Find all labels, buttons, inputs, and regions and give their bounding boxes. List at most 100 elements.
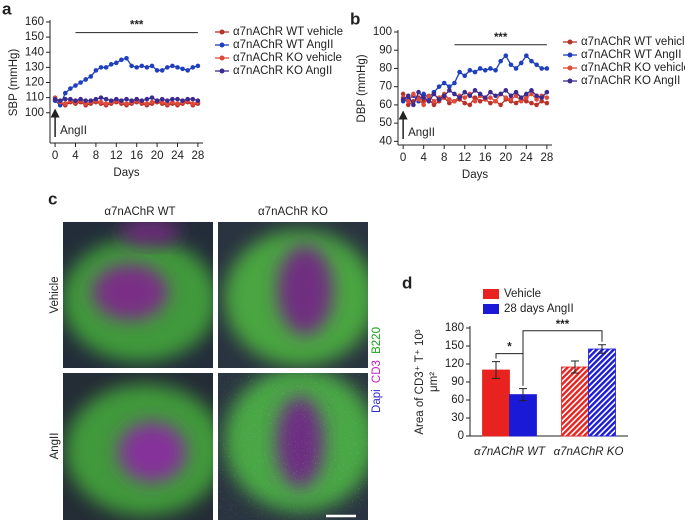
data-point xyxy=(539,98,545,104)
data-point xyxy=(447,88,452,93)
panel-label: d xyxy=(402,273,412,292)
legend-marker xyxy=(567,52,573,58)
legend-label: α7nAChR WT vehicle xyxy=(233,26,343,38)
data-point xyxy=(452,80,457,86)
x-tick-label: 24 xyxy=(171,150,184,162)
x-tick-label: α7nAChR KO xyxy=(554,446,624,458)
column-label: α7nAChR KO xyxy=(258,206,328,218)
data-point xyxy=(544,100,550,106)
data-point xyxy=(503,88,509,93)
data-point xyxy=(175,96,180,102)
data-point xyxy=(441,93,447,99)
data-point xyxy=(467,67,473,73)
x-tick-label: 28 xyxy=(192,150,205,162)
data-point xyxy=(124,101,129,106)
data-point xyxy=(539,95,545,100)
data-point xyxy=(88,98,94,103)
error-bar xyxy=(598,344,606,354)
arrow-label: AngII xyxy=(60,125,87,137)
data-point xyxy=(119,98,124,103)
x-tick-label: 4 xyxy=(420,152,427,164)
data-point xyxy=(185,96,190,102)
data-point xyxy=(447,84,452,89)
x-tick-label: 0 xyxy=(400,152,406,164)
data-point xyxy=(103,96,109,102)
data-point xyxy=(498,91,503,97)
legend-label: 28 days AngII xyxy=(504,303,574,315)
data-point xyxy=(149,95,155,100)
data-point xyxy=(170,96,175,102)
row-label: Vehicle xyxy=(49,276,61,313)
data-point xyxy=(441,80,447,86)
data-point xyxy=(524,91,529,97)
y-tick-label: 120 xyxy=(445,358,464,370)
x-tick-label: 20 xyxy=(151,150,164,162)
x-tick-label: 16 xyxy=(130,150,143,162)
x-tick-label: 0 xyxy=(52,150,58,162)
legend-marker xyxy=(567,78,573,84)
micrograph xyxy=(63,222,213,368)
y-tick-label: 100 xyxy=(373,26,392,38)
y-tick-label: 160 xyxy=(25,16,44,28)
data-point xyxy=(513,66,519,71)
legend-marker xyxy=(219,68,225,74)
data-point xyxy=(426,93,432,99)
data-point xyxy=(154,68,160,73)
data-point xyxy=(149,63,155,69)
legend-label: α7nAChR WT AngII xyxy=(581,49,681,61)
legend-label: α7nAChR KO AngII xyxy=(233,65,332,77)
data-point xyxy=(73,83,78,88)
data-point xyxy=(68,86,73,91)
y-tick-label: 90 xyxy=(379,44,392,56)
data-point xyxy=(63,96,68,102)
data-point xyxy=(503,53,509,58)
legend-label: Vehicle xyxy=(504,288,541,300)
data-point xyxy=(524,98,529,104)
data-point xyxy=(488,95,493,100)
y-tick-label: 130 xyxy=(25,61,44,73)
data-point xyxy=(98,65,104,70)
data-point xyxy=(421,95,426,100)
data-point xyxy=(416,89,421,95)
micrograph xyxy=(218,373,368,520)
y-tick-label: 30 xyxy=(451,412,464,424)
data-point xyxy=(482,67,488,73)
data-point xyxy=(513,89,519,95)
data-point xyxy=(452,91,457,97)
data-point xyxy=(68,96,73,102)
data-point xyxy=(477,66,483,71)
x-tick-label: 28 xyxy=(540,152,553,164)
data-point xyxy=(134,65,139,70)
data-point xyxy=(544,95,550,100)
data-point xyxy=(534,93,539,99)
legend-marker xyxy=(219,55,225,61)
legend-marker xyxy=(567,65,573,71)
data-point xyxy=(426,98,432,104)
y-tick-label: 150 xyxy=(445,340,464,352)
data-point xyxy=(493,93,498,99)
data-point xyxy=(190,101,196,106)
data-point xyxy=(498,58,503,64)
data-point xyxy=(472,98,478,104)
data-point xyxy=(93,96,99,102)
data-point xyxy=(185,68,190,73)
data-point xyxy=(498,102,503,108)
y-tick-label: 120 xyxy=(25,77,44,89)
data-point xyxy=(180,98,185,103)
data-point xyxy=(78,96,83,102)
data-point xyxy=(124,96,129,102)
data-point xyxy=(539,66,545,71)
data-point xyxy=(108,98,114,103)
x-tick-label: 20 xyxy=(499,152,512,164)
bar xyxy=(561,366,589,437)
y-axis-label: SBP (mmHg) xyxy=(8,49,20,117)
data-point xyxy=(524,95,529,100)
data-point xyxy=(144,96,150,102)
y-tick-label: 50 xyxy=(379,117,392,129)
y-tick-label: 70 xyxy=(379,81,392,93)
legend-label: α7nAChR KO vehicle xyxy=(581,62,685,74)
data-point xyxy=(472,88,478,93)
data-point xyxy=(175,65,180,70)
arrow-label: AngII xyxy=(408,127,435,139)
